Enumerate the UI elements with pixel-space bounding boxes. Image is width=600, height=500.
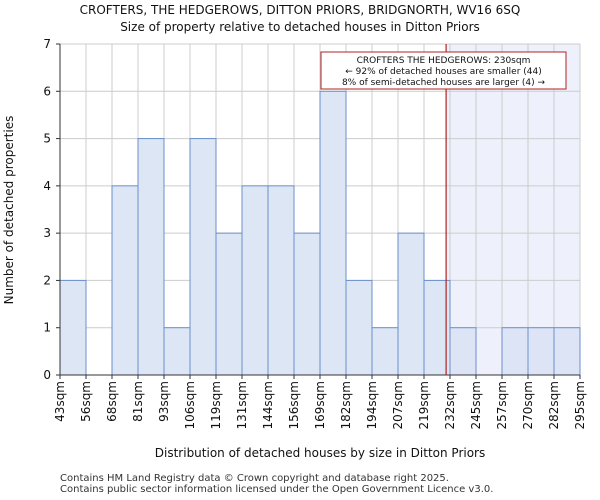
- x-tick-label: 282sqm: [547, 381, 561, 429]
- footer-attribution-2: Contains public sector information licen…: [60, 484, 494, 495]
- y-tick-label: 6: [43, 84, 51, 98]
- bar: [189, 138, 217, 376]
- x-tick-label: 144sqm: [261, 381, 275, 429]
- y-tick-label: 3: [43, 226, 51, 240]
- bar: [215, 232, 243, 376]
- y-tick-label: 5: [43, 132, 51, 146]
- x-tick-label: 131sqm: [235, 381, 249, 429]
- x-tick-label: 232sqm: [443, 381, 457, 429]
- x-tick-label: 257sqm: [495, 381, 509, 429]
- bar: [319, 90, 347, 376]
- x-tick-label: 295sqm: [573, 381, 587, 429]
- x-tick-label: 219sqm: [417, 381, 431, 429]
- x-tick-label: 156sqm: [287, 381, 301, 429]
- y-tick-label: 7: [43, 37, 51, 51]
- annotation-line: ← 92% of detached houses are smaller (44…: [345, 67, 542, 77]
- y-axis-label: Number of detached properties: [2, 116, 16, 305]
- annotation-line: 8% of semi-detached houses are larger (4…: [342, 78, 546, 88]
- y-tick-label: 0: [43, 368, 51, 382]
- x-tick-label: 93sqm: [157, 381, 171, 422]
- x-tick-label: 182sqm: [339, 381, 353, 429]
- bar: [267, 185, 295, 376]
- x-tick-label: 194sqm: [365, 381, 379, 429]
- bar: [293, 232, 321, 376]
- bar: [449, 327, 477, 376]
- bar: [241, 185, 269, 376]
- x-tick-label: 56sqm: [79, 381, 93, 422]
- bar: [397, 232, 425, 376]
- x-tick-label: 169sqm: [313, 381, 327, 429]
- x-tick-label: 245sqm: [469, 381, 483, 429]
- x-tick-label: 270sqm: [521, 381, 535, 429]
- x-tick-label: 43sqm: [53, 381, 67, 422]
- x-axis-label: Distribution of detached houses by size …: [155, 446, 485, 460]
- x-tick-label: 68sqm: [105, 381, 119, 422]
- y-tick-label: 2: [43, 273, 51, 287]
- highlight-region: [446, 44, 580, 375]
- bar: [501, 327, 529, 376]
- annotation-line: CROFTERS THE HEDGEROWS: 230sqm: [357, 56, 531, 66]
- bar: [345, 279, 373, 376]
- y-tick-label: 1: [43, 321, 51, 335]
- bar: [371, 327, 399, 376]
- bar: [163, 327, 191, 376]
- x-tick-label: 81sqm: [131, 381, 145, 422]
- annotation-box: [320, 51, 567, 90]
- footer-attribution-1: Contains HM Land Registry data © Crown c…: [60, 473, 449, 484]
- bar: [59, 279, 87, 376]
- bar: [553, 327, 581, 376]
- bar: [527, 327, 555, 376]
- y-tick-label: 4: [43, 179, 51, 193]
- x-tick-label: 106sqm: [183, 381, 197, 429]
- chart-subtitle: Size of property relative to detached ho…: [120, 20, 480, 34]
- bar: [137, 138, 165, 376]
- bar: [111, 185, 139, 376]
- x-tick-label: 207sqm: [391, 381, 405, 429]
- chart-title: CROFTERS, THE HEDGEROWS, DITTON PRIORS, …: [80, 3, 521, 17]
- x-tick-label: 119sqm: [209, 381, 223, 429]
